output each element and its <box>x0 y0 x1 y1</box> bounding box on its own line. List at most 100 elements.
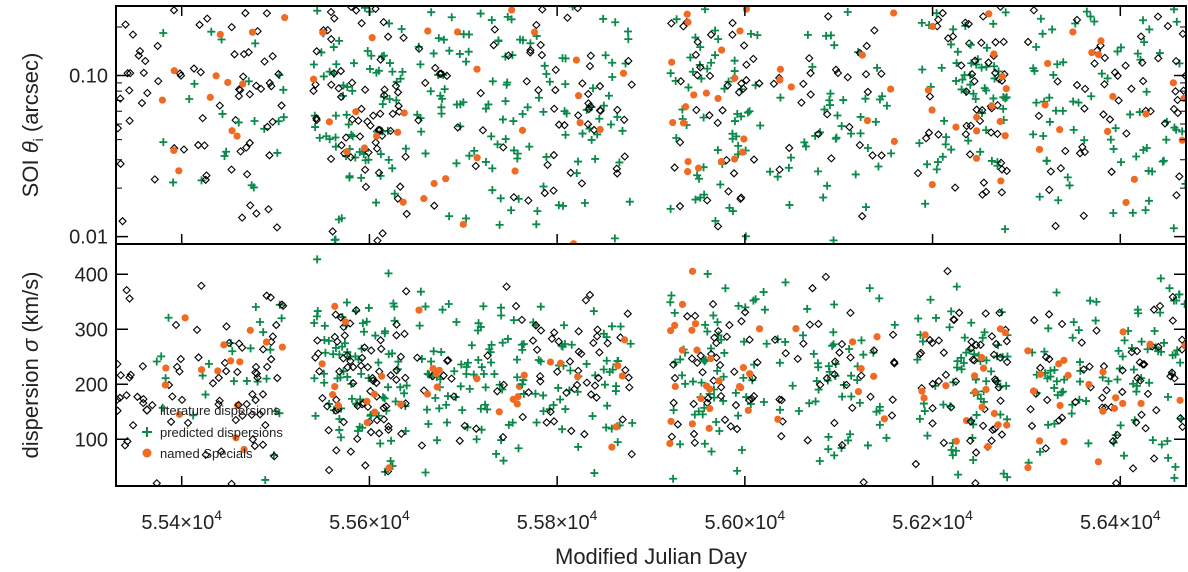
literature-point <box>990 375 1000 384</box>
predicted-point <box>808 62 817 71</box>
literature-point <box>375 125 385 135</box>
predicted-point <box>989 94 998 103</box>
literature-point <box>330 14 339 23</box>
literature-point <box>793 354 803 364</box>
special-point <box>325 118 334 126</box>
literature-point <box>716 382 726 392</box>
special-point <box>1054 0 1061 4</box>
predicted-point <box>459 98 468 107</box>
predicted-point <box>593 130 602 139</box>
literature-point <box>116 406 122 415</box>
predicted-point <box>813 359 822 368</box>
predicted-point <box>600 380 609 389</box>
predicted-point <box>838 392 847 401</box>
literature-point <box>374 429 384 438</box>
predicted-point <box>788 381 797 390</box>
literature-point <box>124 86 134 95</box>
literature-point <box>376 335 385 345</box>
predicted-point <box>958 75 967 84</box>
literature-point <box>742 75 751 85</box>
bottom-panel-y-axis-title: dispersion σ (km/s) <box>18 272 43 459</box>
special-point <box>755 325 764 333</box>
special-point <box>1069 28 1077 36</box>
special-point <box>216 30 224 39</box>
predicted-point <box>387 436 396 445</box>
predicted-point <box>539 391 548 400</box>
predicted-point <box>313 255 322 264</box>
literature-point <box>842 380 851 390</box>
special-point <box>978 353 986 362</box>
literature-point <box>592 393 601 402</box>
literature-point <box>237 343 247 352</box>
special-point <box>1122 198 1130 207</box>
special-point <box>254 0 261 4</box>
predicted-point <box>355 422 364 431</box>
special-point <box>232 434 240 442</box>
literature-point <box>252 369 262 378</box>
predicted-point <box>865 284 874 293</box>
predicted-point <box>501 135 510 144</box>
literature-point <box>831 65 841 74</box>
predicted-point <box>839 96 848 105</box>
special-point <box>1099 407 1107 415</box>
literature-point <box>430 201 439 210</box>
predicted-point <box>972 410 981 419</box>
literature-point <box>351 6 361 15</box>
special-point <box>274 0 281 4</box>
literature-point <box>1173 108 1183 118</box>
literature-point <box>965 150 975 159</box>
literature-point <box>698 367 707 377</box>
predicted-point <box>846 430 855 439</box>
literature-point <box>449 392 459 401</box>
literature-point <box>532 345 542 355</box>
predicted-point <box>824 362 833 371</box>
special-point <box>694 164 703 172</box>
literature-point <box>342 351 352 360</box>
predicted-point <box>776 93 785 102</box>
predicted-point <box>513 355 522 364</box>
predicted-point <box>1058 387 1067 396</box>
predicted-point <box>811 397 820 406</box>
special-point <box>669 118 677 127</box>
predicted-point <box>1091 316 1100 325</box>
literature-point <box>171 320 181 330</box>
predicted-point <box>495 220 504 229</box>
predicted-point <box>378 393 387 402</box>
literature-point <box>536 326 546 335</box>
literature-point <box>379 90 389 100</box>
literature-point <box>586 390 596 399</box>
literature-point <box>589 338 598 348</box>
literature-point <box>859 477 868 486</box>
predicted-point <box>540 61 549 70</box>
literature-point <box>745 335 754 344</box>
literature-point <box>925 92 935 101</box>
literature-point <box>447 374 456 383</box>
literature-point <box>977 105 987 115</box>
special-point <box>666 439 674 448</box>
literature-point <box>696 351 706 361</box>
special-point <box>240 445 248 454</box>
predicted-point <box>508 51 517 60</box>
literature-point <box>619 115 629 125</box>
literature-point <box>1057 319 1067 329</box>
special-point <box>1119 328 1127 336</box>
literature-point <box>268 117 277 127</box>
special-point <box>688 326 696 334</box>
predicted-point <box>481 104 490 113</box>
special-point <box>703 0 710 4</box>
predicted-point <box>1171 350 1180 359</box>
literature-point <box>125 116 134 126</box>
literature-point <box>888 330 898 340</box>
literature-point <box>266 354 276 364</box>
literature-point <box>777 431 786 441</box>
literature-point <box>333 337 342 346</box>
literature-point <box>346 6 356 12</box>
predicted-point <box>610 234 619 243</box>
predicted-point <box>496 303 505 312</box>
literature-point <box>1105 115 1115 124</box>
predicted-point <box>164 313 173 322</box>
literature-point <box>857 211 867 221</box>
predicted-point <box>507 206 516 215</box>
predicted-point <box>743 108 752 117</box>
predicted-point <box>599 365 608 374</box>
